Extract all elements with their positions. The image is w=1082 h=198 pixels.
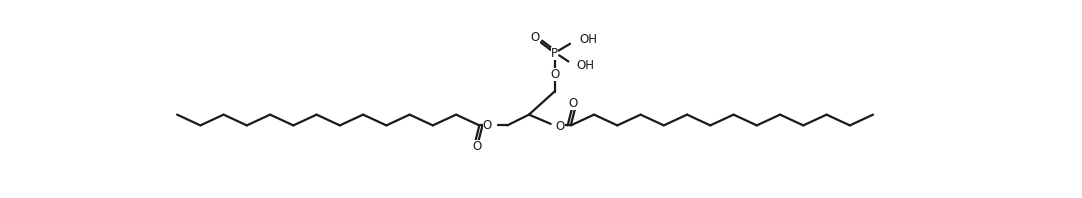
Text: O: O	[530, 31, 540, 44]
Text: P: P	[551, 47, 558, 60]
Text: O: O	[550, 68, 559, 81]
Text: O: O	[483, 119, 491, 132]
Text: O: O	[473, 140, 481, 153]
Text: O: O	[568, 97, 578, 110]
Text: OH: OH	[577, 59, 594, 72]
Text: OH: OH	[579, 33, 597, 46]
Text: O: O	[555, 120, 565, 133]
